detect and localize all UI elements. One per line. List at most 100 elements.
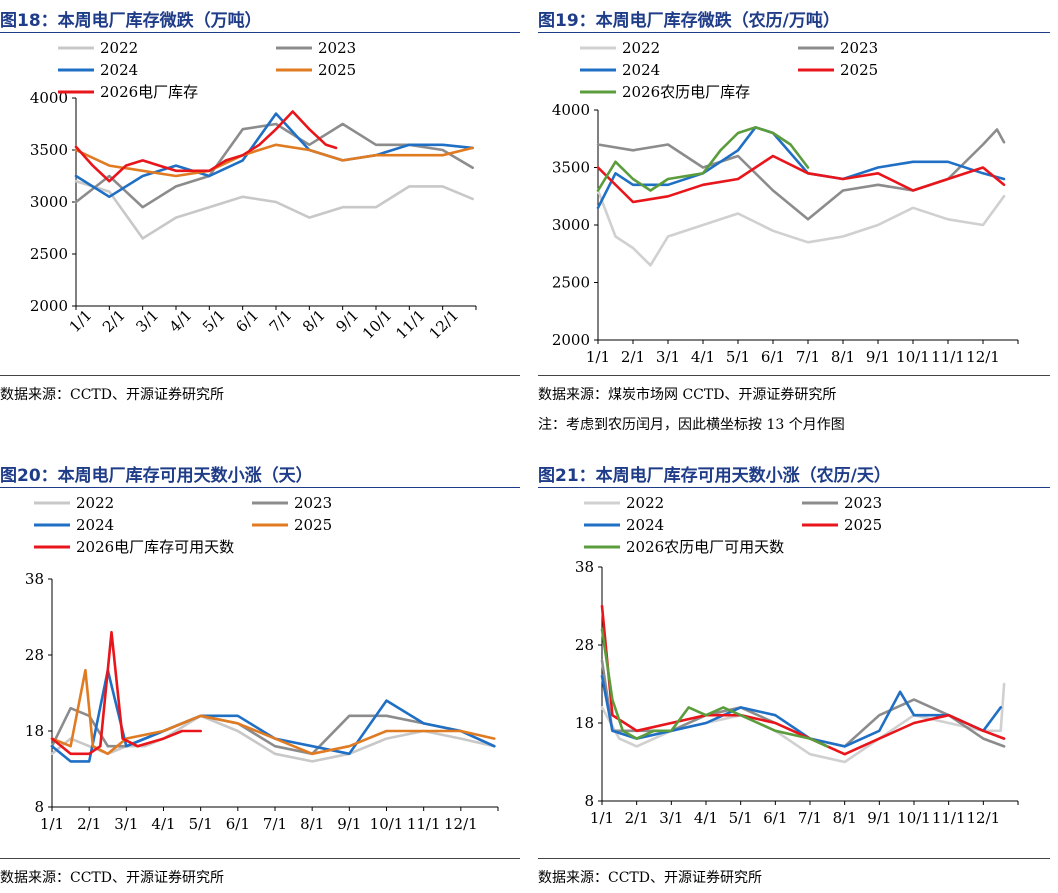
legend-label: 2025 xyxy=(294,516,332,534)
series-line-3 xyxy=(74,112,474,199)
legend-label: 2023 xyxy=(318,39,356,57)
x-tick-label: 11/1 xyxy=(932,809,966,827)
x-tick-label: 7/1 xyxy=(798,809,822,827)
series-line-3 xyxy=(596,126,1006,210)
x-tick-label: 11/1 xyxy=(407,815,441,833)
x-tick-label: 8/1 xyxy=(833,809,857,827)
x-tick-label: 1/1 xyxy=(590,809,614,827)
y-tick-label: 3500 xyxy=(552,159,590,177)
source-text: 数据来源：CCTD、开源证券研究所 xyxy=(538,870,762,886)
x-tick-label: 12/1 xyxy=(966,348,1000,364)
legend-label: 2022 xyxy=(100,39,138,57)
chart-title: 图18：本周电厂库存微跌（万吨） xyxy=(0,11,262,31)
x-tick-label: 1/1 xyxy=(40,815,64,833)
y-tick-label: 18 xyxy=(575,714,594,732)
legend-label: 2026农历电厂库存 xyxy=(622,83,750,101)
chart-panel-4: 图21：本周电厂库存可用天数小涨（农历/天） 8 18 28 38 1/1 2/1 3/1 4… xyxy=(538,455,1058,893)
legend-label: 2022 xyxy=(622,39,660,57)
series-line-5 xyxy=(50,630,202,756)
title-rule xyxy=(0,487,520,488)
x-tick-label: 1/1 xyxy=(66,306,96,336)
series-line-5 xyxy=(74,110,338,183)
y-tick-label: 8 xyxy=(584,792,594,810)
x-tick-label: 5/1 xyxy=(199,306,229,336)
legend-label: 2024 xyxy=(76,516,114,534)
legend-label: 2023 xyxy=(844,494,882,512)
x-tick-label: 3/1 xyxy=(114,815,138,833)
title-rule xyxy=(0,32,520,33)
x-tick-label: 10/1 xyxy=(359,306,396,343)
x-tick-label: 5/1 xyxy=(729,809,753,827)
title-rule xyxy=(538,487,1050,488)
x-tick-label: 8/1 xyxy=(299,306,329,336)
series-line-4 xyxy=(600,604,1006,756)
x-tick-label: 11/1 xyxy=(931,348,965,364)
series-line-4 xyxy=(74,143,474,178)
series-line-3 xyxy=(50,668,496,763)
legend-label: 2024 xyxy=(100,61,138,79)
chart-panel-1: 图18：本周电厂库存微跌（万吨） 2000 2500 3000 3500 4000 1/1… xyxy=(0,0,525,893)
x-tick-label: 2/1 xyxy=(625,809,649,827)
x-tick-label: 1/1 xyxy=(586,348,610,364)
x-tick-label: 3/1 xyxy=(656,348,680,364)
x-tick-label: 6/1 xyxy=(763,809,787,827)
legend-label: 2023 xyxy=(840,39,878,57)
y-tick-label: 2500 xyxy=(552,274,590,292)
legend-label: 2024 xyxy=(626,516,664,534)
x-tick-label: 6/1 xyxy=(226,815,250,833)
x-tick-label: 6/1 xyxy=(232,306,262,336)
y-tick-label: 3500 xyxy=(30,141,68,159)
x-tick-label: 8/1 xyxy=(831,348,855,364)
x-tick-label: 12/1 xyxy=(426,306,463,343)
x-tick-label: 7/1 xyxy=(263,815,287,833)
series-line-1 xyxy=(74,179,474,240)
x-tick-label: 9/1 xyxy=(332,306,362,336)
x-tick-label: 7/1 xyxy=(796,348,820,364)
chart-3-plot: 8 18 28 38 1/1 2/1 3/1 4/1 5/1 6/1 7/1 8/1 9/1 10/1 11… xyxy=(25,494,499,833)
chart-title: 图20：本周电厂库存可用天数小涨（天） xyxy=(0,466,313,486)
y-tick-label: 28 xyxy=(25,646,44,664)
legend-label: 2022 xyxy=(76,494,114,512)
source-text: 数据来源：CCTD、开源证券研究所 xyxy=(0,387,224,403)
series-line-2 xyxy=(74,122,474,209)
legend-label: 2024 xyxy=(622,61,660,79)
x-tick-label: 7/1 xyxy=(266,306,296,336)
series-line-2 xyxy=(596,128,1006,221)
y-tick-label: 2000 xyxy=(552,331,590,349)
x-tick-label: 10/1 xyxy=(896,348,930,364)
note-text: 注：考虑到农历闰月，因此横坐标按 13 个月作图 xyxy=(538,417,845,433)
x-tick-label: 9/1 xyxy=(337,815,361,833)
legend-label: 2025 xyxy=(844,516,882,534)
legend-label: 2023 xyxy=(294,494,332,512)
source-text: 数据来源：CCTD、开源证券研究所 xyxy=(0,870,224,886)
source-rule xyxy=(0,858,520,859)
x-tick-label: 3/1 xyxy=(132,306,162,336)
series-line-4 xyxy=(50,668,496,756)
chart-panel-2: 图19：本周电厂库存微跌（农历/万吨） 2000 2500 3000 3500 4000… xyxy=(538,0,1058,893)
x-tick-label: 12/1 xyxy=(966,809,1000,827)
series-line-5 xyxy=(596,126,810,192)
series-line-1 xyxy=(600,682,1006,764)
y-tick-label: 2000 xyxy=(30,297,68,315)
y-tick-label: 3000 xyxy=(552,216,590,234)
x-tick-label: 5/1 xyxy=(726,348,750,364)
source-rule xyxy=(538,858,1050,859)
series-line-4 xyxy=(596,154,1006,204)
x-tick-label: 2/1 xyxy=(99,306,129,336)
chart-title: 图21：本周电厂库存可用天数小涨（农历/天） xyxy=(538,466,891,486)
y-tick-label: 28 xyxy=(575,636,594,654)
x-tick-label: 2/1 xyxy=(621,348,645,364)
legend-label: 2026农历电厂可用天数 xyxy=(626,538,784,556)
y-tick-label: 38 xyxy=(575,558,594,576)
title-rule xyxy=(538,32,1050,33)
chart-2-plot: 2000 2500 3000 3500 4000 1/1 2/1 3/1 4/1 5/1 6/1 7/… xyxy=(552,39,1019,364)
x-tick-label: 8/1 xyxy=(300,815,324,833)
y-tick-label: 38 xyxy=(25,570,44,588)
x-tick-label: 4/1 xyxy=(691,348,715,364)
x-tick-label: 10/1 xyxy=(370,815,404,833)
legend-label: 2025 xyxy=(318,61,356,79)
x-tick-label: 9/1 xyxy=(866,348,890,364)
y-tick-label: 2500 xyxy=(30,245,68,263)
x-tick-label: 12/1 xyxy=(444,815,478,833)
